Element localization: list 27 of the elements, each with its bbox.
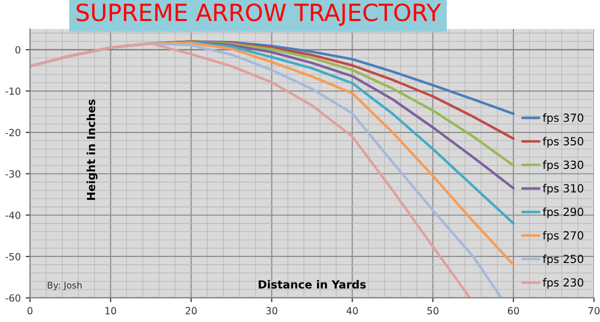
- legend-label: fps 310: [542, 184, 584, 195]
- x-tick-label: 10: [105, 307, 116, 314]
- x-tick-label: 60: [508, 307, 519, 314]
- x-tick-label: 0: [28, 307, 32, 314]
- legend-label: fps 350: [542, 136, 584, 148]
- y-tick-label: -50: [6, 252, 20, 260]
- legend-label: fps 230: [542, 278, 584, 289]
- x-tick-label: 70: [588, 307, 600, 314]
- y-tick-label: -40: [6, 212, 20, 219]
- legend-label: fps 270: [542, 230, 584, 242]
- chart-title: SUPREME ARROW TRAJECTORY: [76, 3, 441, 26]
- x-tick-label: 30: [266, 307, 278, 314]
- legend-label: fps 250: [542, 254, 584, 266]
- y-tick-label: -20: [6, 128, 20, 136]
- x-tick-label: 40: [346, 307, 358, 314]
- x-tick-label: 20: [186, 307, 197, 314]
- legend-label: fps 370: [542, 113, 584, 124]
- y-tick-label: -10: [6, 88, 20, 95]
- annotation: By: Josh: [48, 282, 82, 290]
- y-axis-title: Height in Inches: [86, 100, 98, 200]
- legend-label: fps 330: [542, 160, 584, 172]
- y-tick-label: -60: [6, 294, 20, 302]
- legend-label: fps 290: [542, 207, 584, 218]
- x-axis-title: Distance in Yards: [258, 280, 366, 289]
- y-tick-label: -30: [6, 170, 20, 178]
- x-tick-label: 50: [427, 307, 438, 314]
- y-tick-label: 0: [15, 46, 20, 54]
